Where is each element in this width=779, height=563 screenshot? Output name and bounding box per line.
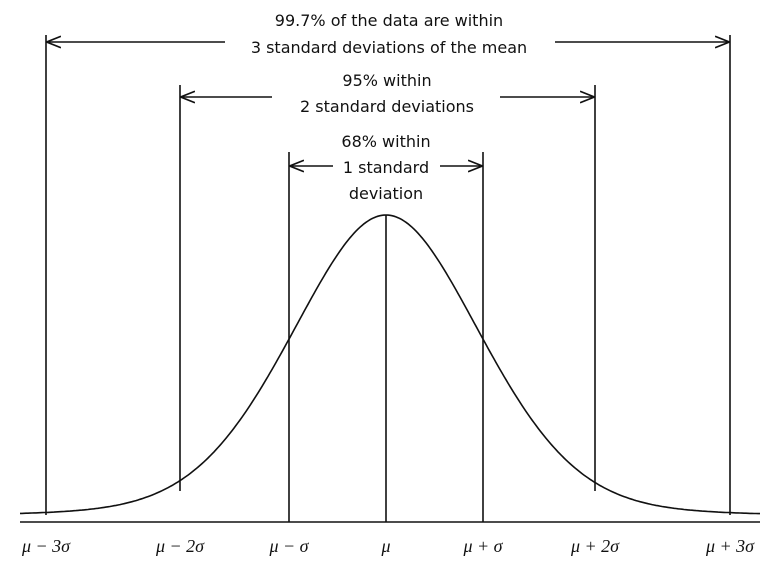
- x-label: μ − 3σ: [21, 536, 71, 556]
- annotation: 2 standard deviations: [300, 97, 474, 116]
- x-label: μ − σ: [268, 536, 309, 556]
- annotation: 99.7% of the data are within: [275, 11, 503, 30]
- x-label: μ + 2σ: [570, 536, 620, 556]
- x-label: μ + 3σ: [705, 536, 755, 556]
- x-label: μ: [380, 536, 390, 556]
- bell-curve: [20, 214, 760, 515]
- annotation: 3 standard deviations of the mean: [251, 38, 527, 57]
- x-label: μ − 2σ: [155, 536, 205, 556]
- annotation: 68% within: [341, 132, 430, 151]
- annotation: 95% within: [342, 71, 431, 90]
- x-labels: μ − 3σ μ − 2σ μ − σ μ μ + σ μ + 2σ μ + 3σ: [21, 536, 755, 556]
- annotation: 1 standard: [343, 158, 429, 177]
- annotation: deviation: [349, 184, 423, 203]
- x-label: μ + σ: [462, 536, 503, 556]
